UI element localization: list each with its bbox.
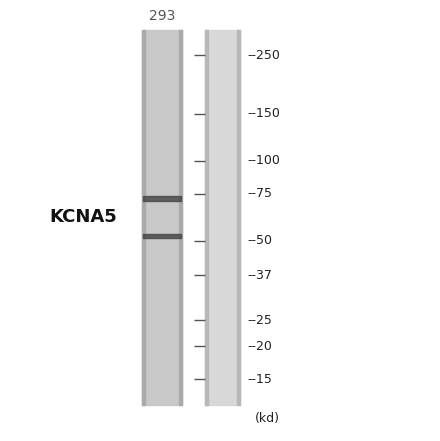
Text: --75: --75 [248, 187, 273, 200]
Text: --25: --25 [248, 314, 272, 327]
Text: KCNA5: KCNA5 [49, 208, 117, 226]
Text: --150: --150 [248, 108, 281, 120]
Text: --37: --37 [248, 269, 272, 282]
Text: --20: --20 [248, 340, 272, 353]
Text: 293: 293 [149, 9, 176, 23]
Text: --15: --15 [248, 373, 272, 386]
Text: (kd): (kd) [255, 411, 280, 425]
Text: --250: --250 [248, 49, 281, 61]
Text: --100: --100 [248, 154, 281, 167]
Text: --50: --50 [248, 234, 273, 247]
